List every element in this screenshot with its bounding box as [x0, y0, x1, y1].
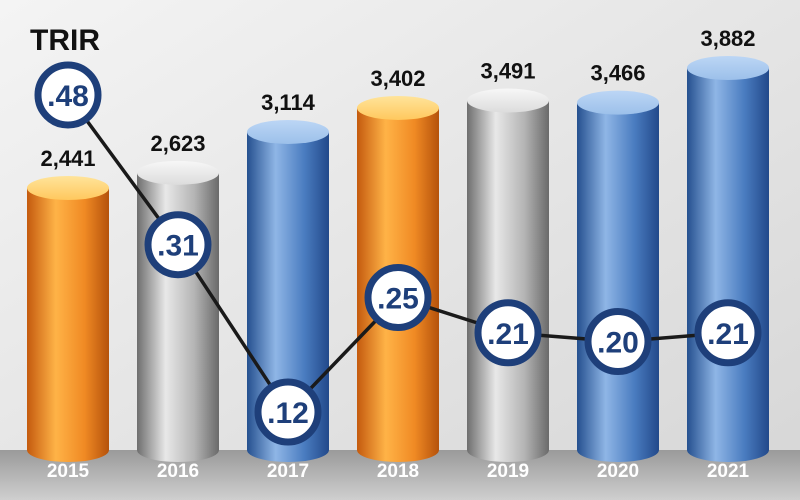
x-tick-label-2016: 2016: [157, 461, 199, 482]
trir-marker-2018: .25: [364, 264, 432, 332]
bar-2019: [467, 88, 549, 462]
bar-2021: [687, 56, 769, 462]
trir-point-2015: [34, 61, 102, 129]
bar-value-label-2021: 3,882: [700, 26, 755, 51]
bar-body-2015: [27, 188, 109, 462]
bar-value-label-2016: 2,623: [150, 131, 205, 156]
value-labels-layer: 2,441 2,623 3,114 3,402 3,491 3,466 3,882: [40, 26, 755, 171]
trir-marker-2019: .21: [474, 299, 542, 367]
trir-point-2020: [584, 308, 652, 376]
trir-marker-2016: .31: [144, 211, 212, 279]
x-tick-label-2019: 2019: [487, 461, 529, 482]
trir-markers-layer: .48 .31 .12 .25 .21 .20 .21: [34, 61, 762, 446]
bar-value-label-2018: 3,402: [370, 66, 425, 91]
trir-data-label-2021: .21: [707, 318, 749, 351]
trir-point-2021: [694, 299, 762, 367]
trir-data-label-2020: .20: [597, 327, 639, 360]
bar-top-2019: [467, 88, 549, 113]
bar-value-label-2019: 3,491: [480, 59, 535, 84]
bar-top-2020: [577, 90, 659, 115]
trir-data-label-2018: .25: [377, 283, 419, 316]
trir-data-label-2019: .21: [487, 318, 529, 351]
bar-top-2017: [247, 119, 329, 144]
trir-data-label-2015: .48: [47, 80, 89, 113]
trir-point-2018: [364, 264, 432, 332]
bar-top-2018: [357, 95, 439, 120]
trir-data-label-2017: .12: [267, 397, 309, 430]
x-tick-label-2021: 2021: [707, 461, 750, 482]
bar-body-2021: [687, 68, 769, 462]
bar-value-label-2015: 2,441: [40, 146, 95, 171]
x-tick-label-2018: 2018: [377, 461, 419, 482]
x-tick-label-2020: 2020: [597, 461, 639, 482]
bar-top-2021: [687, 56, 769, 80]
trir-data-label-2016: .31: [157, 230, 199, 263]
x-tick-label-2017: 2017: [267, 461, 309, 482]
chart-title: TRIR: [30, 24, 100, 57]
bar-top-2016: [137, 160, 219, 185]
bar-body-2019: [467, 100, 549, 462]
bar-2020: [577, 90, 659, 462]
bar-2015: [27, 176, 109, 462]
bar-value-label-2020: 3,466: [590, 61, 645, 86]
trir-point-2017: [254, 378, 322, 446]
year-labels-layer: 2015 2016 2017 2018 2019 2020 2021: [47, 461, 750, 482]
trir-marker-2020: .20: [584, 308, 652, 376]
bar-value-label-2017: 3,114: [261, 90, 316, 115]
trir-marker-2017: .12: [254, 378, 322, 446]
trir-point-2019: [474, 299, 542, 367]
x-tick-label-2015: 2015: [47, 461, 90, 482]
bar-body-2020: [577, 102, 659, 462]
bar-top-2015: [27, 176, 109, 200]
trir-point-2016: [144, 211, 212, 279]
trir-marker-2021: .21: [694, 299, 762, 367]
trir-marker-2015: .48: [34, 61, 102, 129]
